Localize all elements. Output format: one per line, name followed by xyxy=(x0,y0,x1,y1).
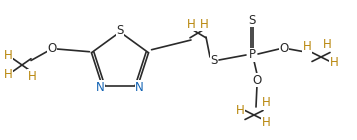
Text: H: H xyxy=(27,70,36,83)
Text: H: H xyxy=(236,103,245,116)
Text: H: H xyxy=(262,96,270,109)
Text: N: N xyxy=(135,81,144,94)
Text: H: H xyxy=(200,18,208,31)
Text: H: H xyxy=(323,38,331,51)
Text: S: S xyxy=(210,53,218,66)
Text: H: H xyxy=(187,18,195,31)
Text: O: O xyxy=(280,41,288,54)
Text: S: S xyxy=(116,24,124,38)
Text: H: H xyxy=(330,55,338,68)
Text: O: O xyxy=(47,41,57,54)
Text: H: H xyxy=(303,40,311,53)
Text: H: H xyxy=(4,49,12,62)
Text: S: S xyxy=(248,13,256,26)
Text: H: H xyxy=(262,116,270,130)
Text: O: O xyxy=(252,74,262,87)
Text: H: H xyxy=(4,68,12,81)
Text: N: N xyxy=(96,81,105,94)
Text: P: P xyxy=(248,48,256,61)
